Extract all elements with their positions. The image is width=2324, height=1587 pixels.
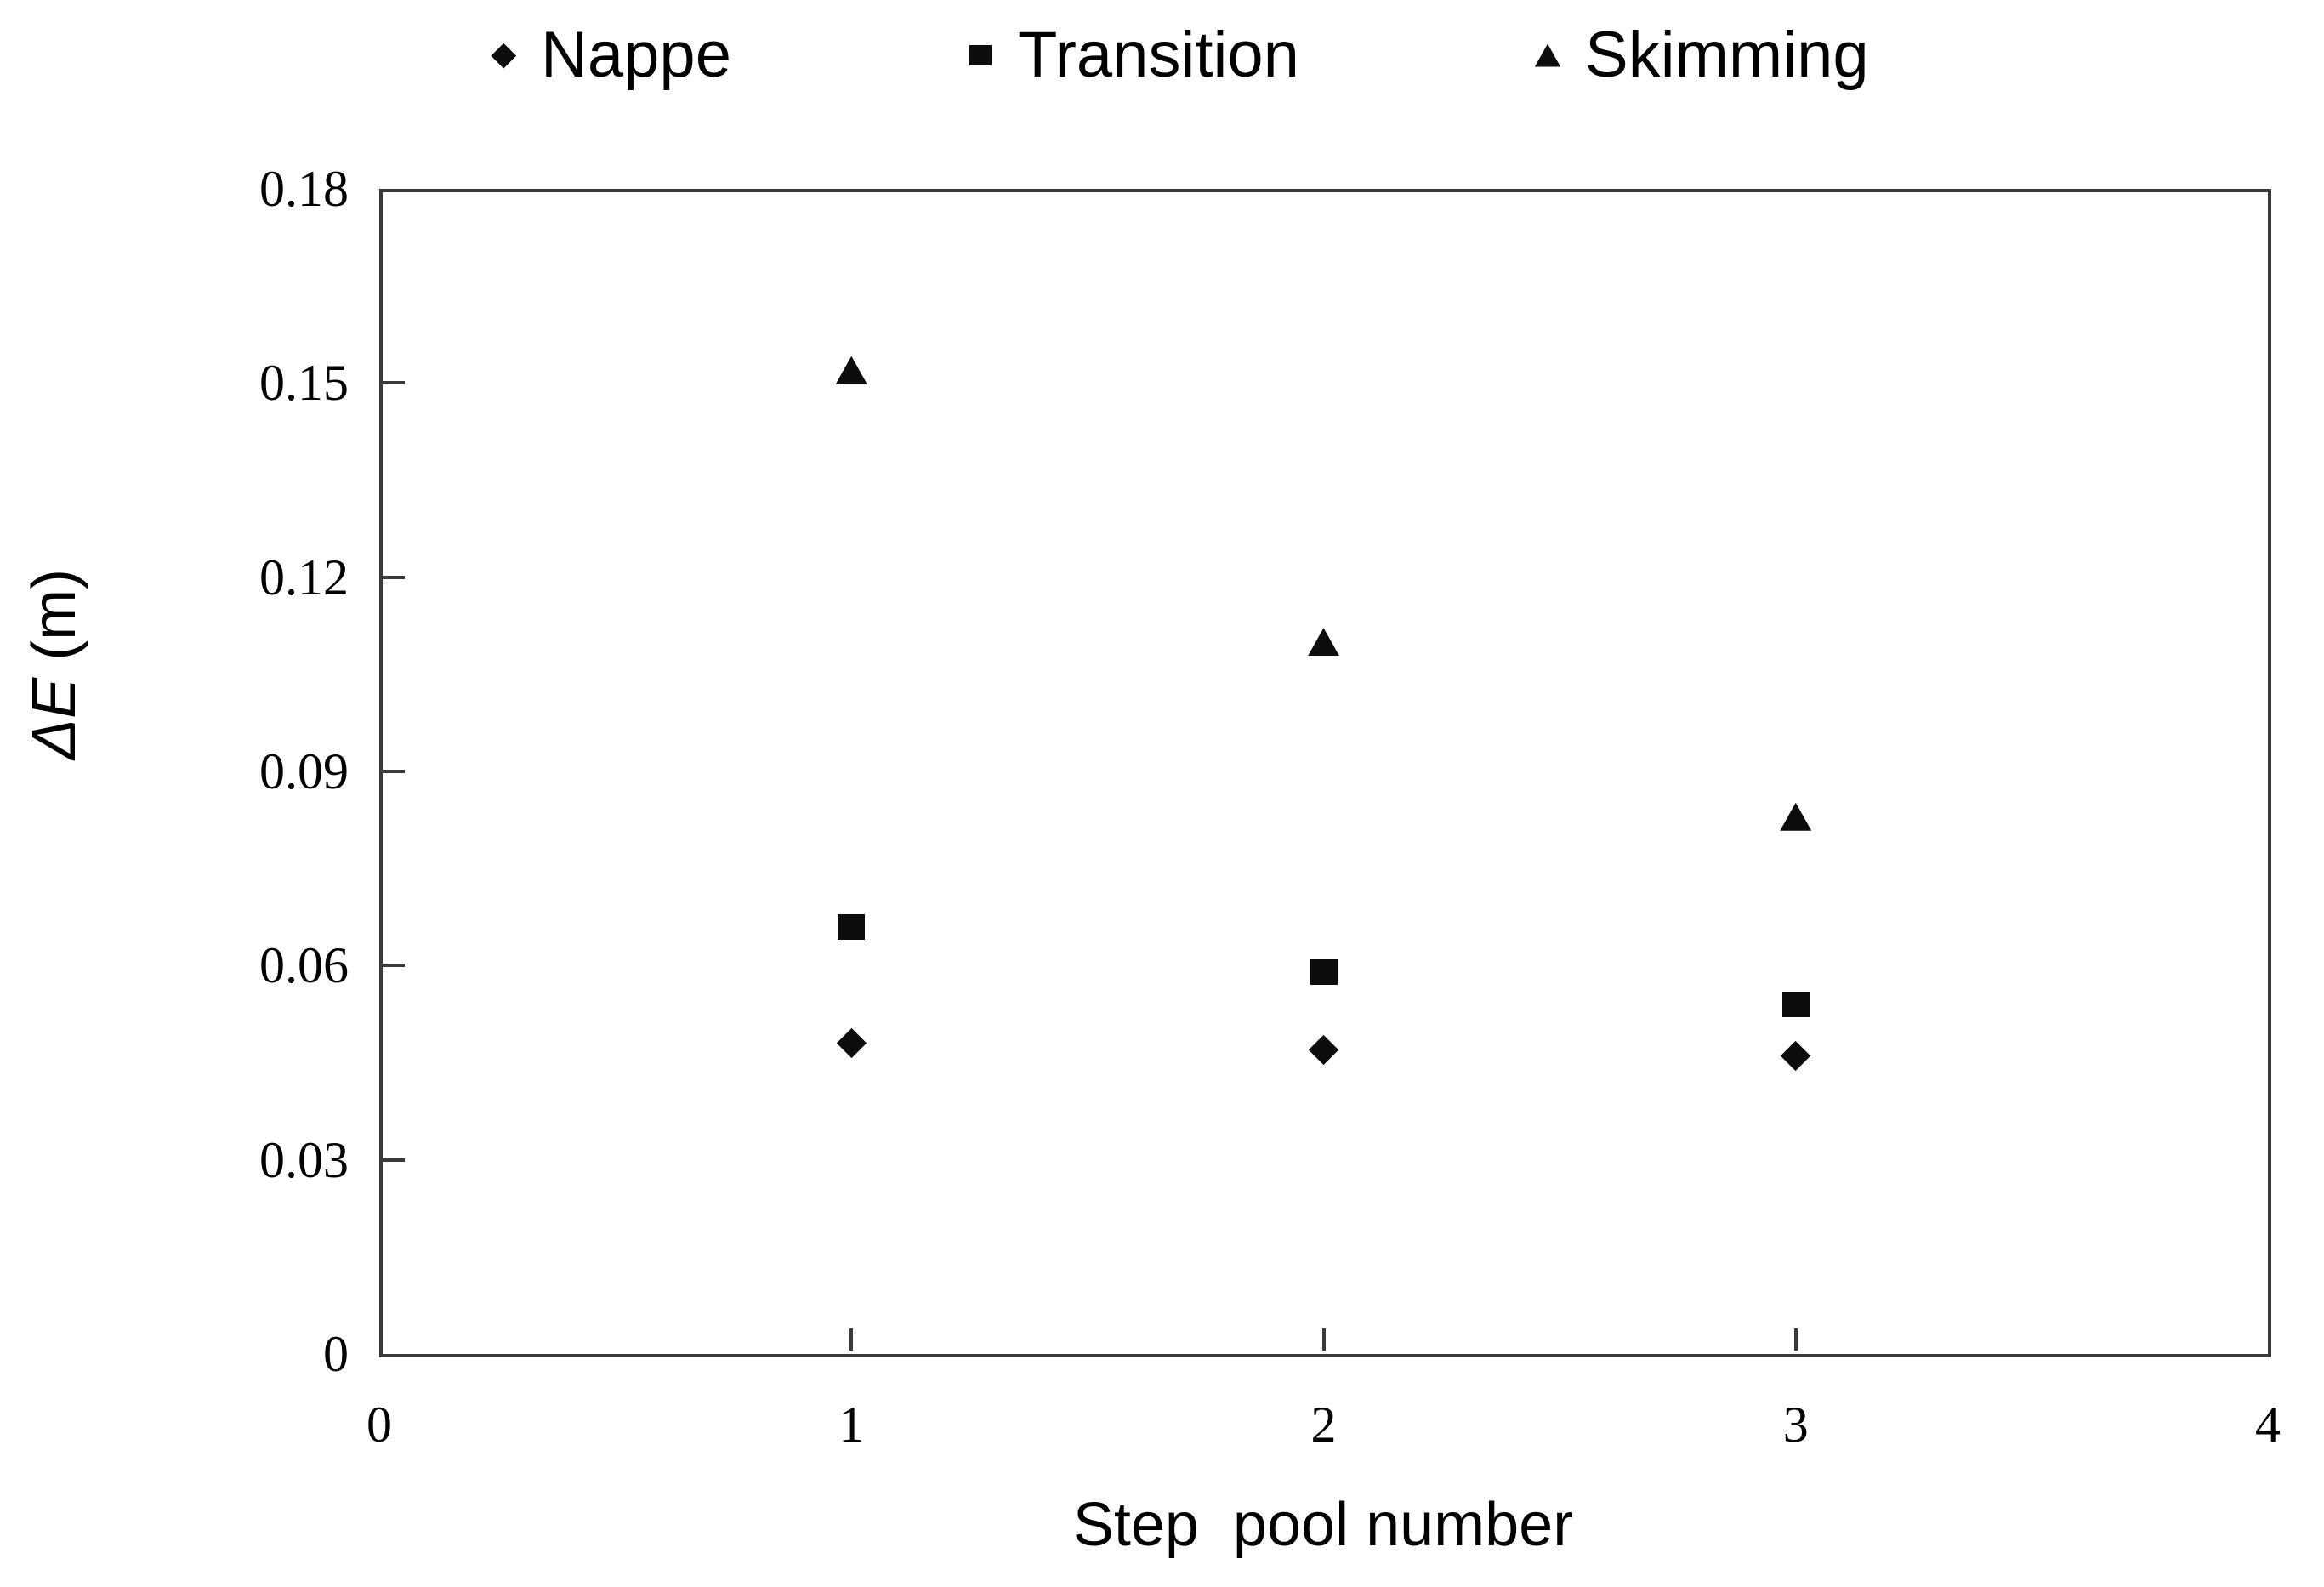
y-tick-label: 0.03 [259, 1131, 349, 1188]
x-tick-label: 4 [2255, 1396, 2281, 1453]
diamond-legend-marker [491, 43, 516, 68]
y-tick-label: 0.06 [259, 937, 349, 994]
data-point-transition-x2 [1310, 958, 1338, 985]
y-tick [383, 381, 405, 385]
x-tick-label: 0 [366, 1396, 392, 1453]
y-tick-label: 0 [323, 1326, 349, 1382]
y-tick-label: 0.18 [259, 161, 349, 217]
legend-label: Nappe [541, 19, 731, 91]
square-legend-marker [969, 44, 992, 66]
y-tick-label: 0.09 [259, 743, 349, 799]
data-point-transition-x1 [838, 913, 866, 940]
x-tick-label: 1 [838, 1396, 865, 1453]
y-tick [383, 1158, 405, 1162]
y-axis-title: ΔE (m) [20, 392, 96, 936]
y-tick [383, 770, 405, 773]
legend-item-skimming: Skimming [1531, 19, 1869, 92]
y-tick-label: 0.12 [259, 549, 349, 606]
y-tick-label: 0.15 [259, 355, 349, 412]
legend-label: Skimming [1585, 19, 1869, 91]
x-axis-title: Step pool number [1072, 1491, 1574, 1559]
x-tick [1321, 1328, 1326, 1351]
x-tick [849, 1328, 854, 1351]
triangle-legend-marker [1534, 43, 1561, 67]
y-tick [383, 964, 405, 968]
x-tick-label: 2 [1310, 1396, 1337, 1453]
x-tick-label: 3 [1782, 1396, 1809, 1453]
legend-item-nappe: Nappe [486, 19, 731, 92]
plot-area [379, 189, 2271, 1357]
triangle-icon [1531, 38, 1565, 72]
data-point-transition-x3 [1781, 992, 1810, 1017]
legend-label: Transition [1018, 19, 1299, 91]
y-tick [383, 575, 405, 579]
x-tick [1793, 1328, 1798, 1351]
square-icon [963, 38, 997, 72]
diamond-icon [486, 38, 520, 72]
legend-item-transition: Transition [963, 19, 1299, 92]
